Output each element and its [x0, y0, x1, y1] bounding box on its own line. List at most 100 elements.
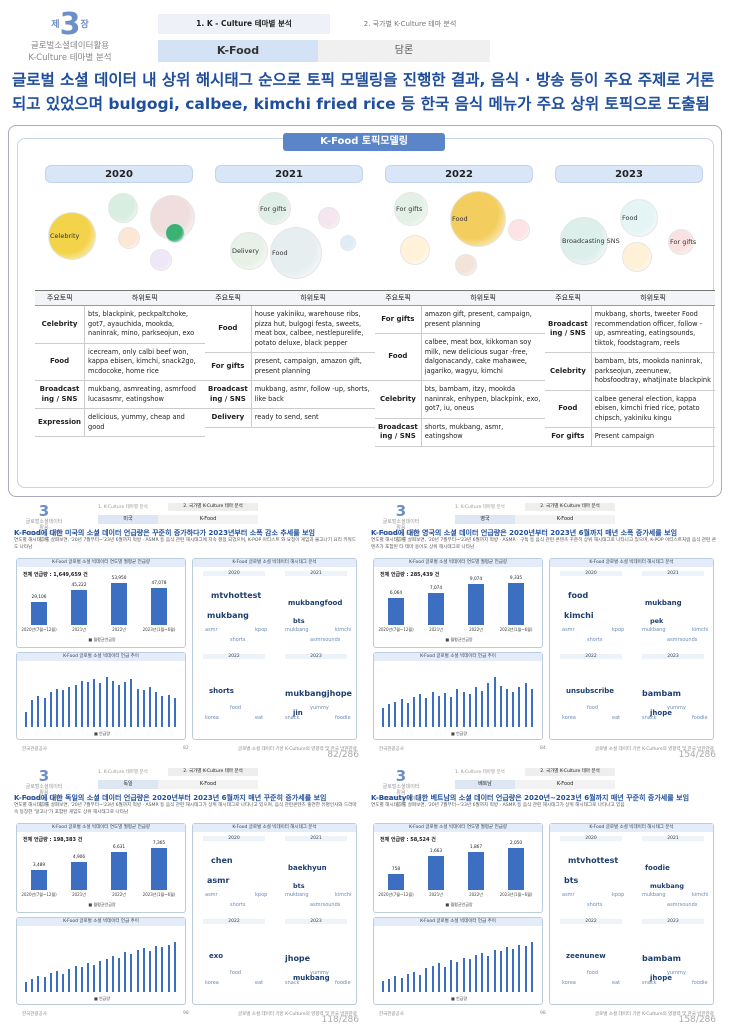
topic-bubble-label: Food: [272, 249, 288, 257]
sub-topic-cell: mukbang, asmreating, asmrfood lucasasmr,…: [84, 380, 205, 409]
wordcloud-word: bts: [293, 882, 305, 890]
wordcloud-word: foodie: [335, 980, 351, 986]
trend-bar: [388, 704, 391, 727]
trend-bar: [388, 979, 391, 992]
wordcloud-word: jhope: [285, 954, 311, 963]
trend-bar: [462, 692, 465, 727]
page-number: 82: [183, 746, 189, 751]
tab-country-analysis[interactable]: 2. 국가별 K-Culture 테마 분석: [525, 768, 615, 776]
table-row: For gifts Present campaign: [545, 427, 715, 447]
wordcloud-word: mukbang: [207, 611, 249, 620]
subtab-kfood[interactable]: K-Food: [515, 780, 615, 789]
trend-bar: [87, 963, 89, 992]
tab-theme-analysis[interactable]: 1. K-Culture 테마별 분석: [98, 505, 148, 510]
subtab-kfood[interactable]: K-Food: [515, 515, 615, 524]
trend-bar: [62, 974, 65, 992]
wordcloud-word: asmrsounds: [310, 902, 341, 908]
trend-bar: [382, 708, 384, 727]
table-row: Food calbee, meat box, kikkoman soy milk,…: [375, 333, 545, 381]
trend-bar: [475, 955, 477, 992]
wordcloud-word: unsubscribe: [566, 687, 615, 695]
footer-doc-title: 글로벌 소셜 데이터 기반 K-Culture의 영향력 및 한국 방한관광 유…: [238, 1012, 358, 1017]
bar-chart-title: K-Food 글로벌 소셜 빅데이터 연도별 월평균 언급량: [374, 559, 542, 567]
bar-value-label: 9,074: [469, 577, 483, 582]
subtab-discourse[interactable]: 담론: [318, 40, 490, 62]
trend-bar: [25, 982, 27, 992]
subtab-country[interactable]: 베트남: [455, 780, 515, 789]
wordcloud-year: 2020: [203, 836, 265, 841]
topic-bubble-label: Food: [452, 215, 468, 223]
tab-theme-analysis[interactable]: 1. K-Culture 테마별 분석: [455, 505, 505, 510]
bar: [428, 593, 444, 625]
header-sub-topic: 하위토픽: [84, 290, 205, 306]
subtab-kfood[interactable]: K-Food: [158, 40, 318, 62]
bar-category-label: 2020년(7월~12월): [21, 892, 57, 897]
subtab-kfood[interactable]: K-Food: [158, 515, 258, 524]
main-topic-cell: Broadcast ing / SNS: [545, 305, 592, 353]
trend-bar: [74, 966, 77, 992]
tab-theme-analysis[interactable]: 1. K-Culture 테마별 분석: [455, 770, 505, 775]
tab-country-analysis[interactable]: 2. 국가별 K-Culture 테마 분석: [363, 20, 457, 28]
report-description: 연도별 해시태그를 살펴보면, '20년 7월부터~'23년 6월까지 먹방 ·…: [14, 538, 357, 550]
topic-bubble-label: Food: [622, 214, 638, 222]
bar: [111, 583, 127, 625]
wordcloud-word: asmrsounds: [667, 902, 698, 908]
wordcloud-word: kpop: [255, 892, 268, 898]
country-report-3: 3 글로벌소셜데이터활용 K-Culture 테마별 분석 1. K-Culture …: [365, 765, 720, 1027]
main-topic-cell: Delivery: [205, 408, 252, 428]
footer-org: 한국관광공사: [22, 1012, 47, 1017]
trend-bar: [142, 690, 145, 727]
trend-bar: [499, 951, 502, 992]
bar-category-label: 2020년(7월~12월): [378, 892, 414, 897]
tab-country-analysis[interactable]: 2. 국가별 K-Culture 테마 분석: [168, 503, 258, 511]
header-main-topic: 주요토픽: [205, 290, 252, 306]
tab-country-analysis[interactable]: 2. 국가별 K-Culture 테마 분석: [168, 768, 258, 776]
wordcloud-word: mukbang: [650, 882, 685, 890]
sub-topic-cell: mukbang, shorts, tweeter Food recommenda…: [591, 305, 715, 353]
bar: [388, 598, 404, 625]
bar: [468, 584, 484, 625]
trend-bar: [80, 681, 83, 727]
bar-category-label: 2020년(7월~12월): [378, 627, 414, 632]
trend-bar: [506, 689, 508, 727]
trend-bar: [475, 687, 477, 727]
wordcloud-year: 2023: [642, 919, 704, 924]
page-number: 84: [540, 746, 546, 751]
trend-bar: [31, 979, 34, 992]
main-topic-cell: For gifts: [205, 352, 252, 381]
trend-bar: [456, 689, 459, 727]
year-column-2022: 2022 For gifts Food 주요토픽 하위토픽 For gifts amazon…: [375, 165, 545, 490]
tab-country-analysis[interactable]: 2. 국가별 K-Culture 테마 분석: [525, 503, 615, 511]
topic-bubble-label: Broadcasting SNS: [562, 237, 620, 245]
trend-bar: [105, 959, 108, 992]
tab-theme-analysis[interactable]: 1. K-Culture 테마별 분석: [98, 770, 148, 775]
wordcloud-title: K-Food 글로벌 소셜 빅데이터 해시태그 분석: [193, 559, 356, 567]
panel-title: K-Food 토픽모델링: [283, 133, 445, 151]
year-label: 2022: [385, 165, 533, 183]
wordcloud-word: asmr: [207, 876, 230, 885]
trend-bar: [130, 954, 133, 992]
topic-bubble: [230, 232, 268, 270]
chapter-title-line2: K-Culture 테마별 분석: [24, 796, 64, 808]
tab-theme-analysis[interactable]: 1. K - Culture 테마별 분석: [158, 14, 330, 34]
topic-bubble: [48, 212, 96, 260]
bar-legend: ■ 월평균언급량: [445, 902, 473, 907]
bar-chart-box: K-Food 글로벌 소셜 빅데이터 연도별 월평균 언급량 전체 언급량 : 2…: [373, 558, 543, 648]
trend-chart-box: K-Food 글로벌 소셜 빅데이터 언급 추이 ■ 언급량: [16, 652, 186, 740]
subtab-country[interactable]: 영국: [455, 515, 515, 524]
footer-org: 한국관광공사: [22, 747, 47, 752]
trend-bar: [62, 690, 65, 727]
wordcloud-word: shorts: [587, 637, 603, 643]
subtab-kfood[interactable]: K-Food: [158, 780, 258, 789]
main-topic-cell: Broadcast ing / SNS: [205, 380, 252, 409]
trend-bar: [437, 963, 440, 992]
subtab-country[interactable]: 미국: [98, 515, 158, 524]
bar-category-label: 2023년(1월~6월): [142, 892, 176, 897]
table-row: Expression delicious, yummy, cheap and go…: [35, 408, 205, 437]
bar-value-label: 2,050: [509, 841, 523, 846]
bar: [151, 848, 167, 890]
bar-value-label: 47,078: [151, 581, 167, 586]
wordcloud-word: shorts: [230, 902, 246, 908]
subtab-country[interactable]: 독일: [98, 780, 158, 789]
trend-bar: [155, 692, 158, 727]
